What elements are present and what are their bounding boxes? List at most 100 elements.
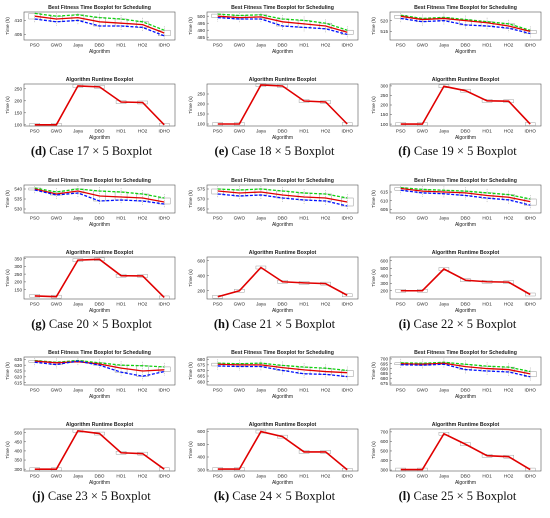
fitness-i-ytick-label: 615 [380, 190, 388, 195]
fitness-i-xlabel: Algorithm [455, 222, 476, 228]
fitness-i-ylabel: Time (h) [371, 190, 377, 208]
runtime-i-ytick-label: 200 [380, 288, 388, 293]
runtime-g-series-runtime [34, 258, 165, 299]
subfigure-k: Best Fitness Time Boxplot for Scheduling… [183, 345, 366, 517]
fitness-h-ylabel: Time (h) [188, 190, 194, 208]
runtime-l-xlabel: Algorithm [455, 480, 476, 486]
runtime-j-xtick-label: HO1 [116, 474, 126, 479]
fitness-l-xtick-label: HO1 [482, 388, 492, 393]
fitness-f-series-green [400, 14, 531, 31]
runtime-l-ytick-label: 400 [380, 458, 388, 463]
fitness-d-xtick-label: DBO [95, 43, 105, 48]
fitness-d-ytick-label: 405 [14, 32, 22, 37]
runtime-f-xtick-label: HO2 [504, 129, 514, 134]
fitness-h-xtick-label: HO2 [321, 216, 331, 221]
fitness-g-xtick-label: Jaya [73, 216, 83, 221]
fitness-h-xtick-label: GWO [234, 216, 246, 221]
fitness-j-xtick-label: PSO [30, 388, 40, 393]
fitness-e-box [211, 13, 225, 18]
fitness-h-series-green [217, 188, 348, 199]
runtime-d-xlabel: Algorithm [89, 135, 110, 141]
subfigure-g: Best Fitness Time Boxplot for Scheduling… [0, 173, 183, 345]
runtime-j-xtick-label: DBO [95, 474, 105, 479]
runtime-l-xtick-label: HO2 [504, 474, 514, 479]
fitness-f-xtick-label: Jaya [439, 43, 449, 48]
subfigure-f-plots: Best Fitness Time Boxplot for Scheduling… [371, 5, 542, 141]
subfigure-i: Best Fitness Time Boxplot for Scheduling… [366, 173, 549, 345]
runtime-g-xtick-label: HO2 [138, 302, 148, 307]
runtime-h-xtick-label: HO2 [321, 302, 331, 307]
fitness-d-xtick-label: HO1 [116, 43, 126, 48]
caption-g: (g) Case 20 × 5 Boxplot [0, 317, 183, 332]
runtime-e-xtick-label: DBO [278, 129, 288, 134]
runtime-g-xtick-label: PSO [30, 302, 40, 307]
runtime-h-ytick-label: 600 [197, 258, 205, 263]
fitness-j-title: Best Fitness Time Boxplot for Scheduling [48, 350, 151, 356]
runtime-e-ytick-label: 150 [197, 112, 205, 117]
runtime-e-axes-frame [206, 83, 359, 127]
runtime-i-xtick-label: GWO [417, 302, 429, 307]
fitness-f-xtick-label: PSO [396, 43, 406, 48]
caption-h: (h) Case 21 × 5 Boxplot [183, 317, 366, 332]
fitness-l-xtick-label: Jaya [439, 388, 449, 393]
runtime-l-title: Algorithm Runtime Boxplot [432, 422, 500, 428]
caption-label: (i) [398, 317, 411, 331]
fitness-i-xtick-label: GWO [417, 216, 429, 221]
fitness-h-ytick-label: 565 [197, 207, 205, 212]
runtime-e-xtick-label: GWO [234, 129, 246, 134]
subfigure-e: Best Fitness Time Boxplot for Scheduling… [183, 0, 366, 172]
fitness-i-xtick-label: PSO [396, 216, 406, 221]
runtime-l-xtick-label: IDHO [524, 474, 536, 479]
runtime-k-ytick-label: 600 [197, 429, 205, 434]
fitness-i-xtick-label: Jaya [439, 216, 449, 221]
fitness-j-xtick-label: HO1 [116, 388, 126, 393]
runtime-k-box [277, 434, 288, 439]
runtime-h-xtick-label: IDHO [341, 302, 353, 307]
runtime-l-ylabel: Time (s) [371, 441, 377, 459]
fitness-f-box [416, 18, 429, 22]
runtime-g-ytick-label: 350 [14, 256, 22, 261]
subfigure-j-plots: Best Fitness Time Boxplot for Scheduling… [5, 350, 176, 486]
caption-label: (l) [398, 489, 411, 503]
fitness-d-xlabel: Algorithm [89, 49, 110, 55]
caption-label: (j) [32, 489, 45, 503]
runtime-j-xtick-label: IDHO [158, 474, 170, 479]
fitness-f-title: Best Fitness Time Boxplot for Scheduling [414, 5, 517, 11]
fitness-e-title: Best Fitness Time Boxplot for Scheduling [231, 5, 334, 11]
runtime-k-xtick-label: HO1 [299, 474, 309, 479]
runtime-h-box [234, 289, 245, 293]
fitness-j-ylabel: Time (h) [5, 362, 11, 380]
runtime-h-box [342, 293, 353, 297]
subfigure-i-plots: Best Fitness Time Boxplot for Scheduling… [371, 178, 542, 314]
runtime-j-ytick-label: 300 [14, 467, 22, 472]
runtime-j-xtick-label: Jaya [73, 474, 83, 479]
fitness-i-series-green [400, 186, 531, 200]
fitness-h-xlabel: Algorithm [272, 222, 293, 228]
fitness-i-ytick-label: 605 [380, 207, 388, 212]
fitness-f-xtick-label: HO1 [482, 43, 492, 48]
fitness-d-title: Best Fitness Time Boxplot for Scheduling [48, 5, 151, 11]
runtime-j-axes-frame [23, 428, 176, 472]
fitness-l-series-blue [400, 363, 531, 378]
runtime-k-xlabel: Algorithm [272, 480, 293, 486]
caption-text: Case 23 × 5 Boxplot [44, 489, 151, 503]
subfigure-l-plots: Best Fitness Time Boxplot for Scheduling… [371, 350, 542, 486]
fitness-i-series-red [400, 187, 531, 203]
fitness-j-xtick-label: Jaya [73, 388, 83, 393]
fitness-h-xtick-label: IDHO [341, 216, 353, 221]
runtime-i-title: Algorithm Runtime Boxplot [432, 250, 500, 256]
runtime-f-ytick-label: 300 [380, 84, 388, 89]
runtime-f-xtick-label: Jaya [439, 129, 449, 134]
runtime-k-xtick-label: GWO [234, 474, 246, 479]
runtime-k-series-runtime [217, 430, 348, 471]
runtime-g-xlabel: Algorithm [89, 308, 110, 314]
runtime-k-title: Algorithm Runtime Boxplot [249, 422, 317, 428]
runtime-h-xtick-label: HO1 [299, 302, 309, 307]
runtime-i-ylabel: Time (s) [371, 269, 377, 287]
runtime-e-ytick-label: 250 [197, 92, 205, 97]
fitness-l-xlabel: Algorithm [455, 394, 476, 400]
fitness-k-box [340, 370, 354, 377]
caption-label: (h) [213, 317, 230, 331]
runtime-d-xtick-label: HO2 [138, 129, 148, 134]
runtime-l-ytick-label: 300 [380, 468, 388, 473]
